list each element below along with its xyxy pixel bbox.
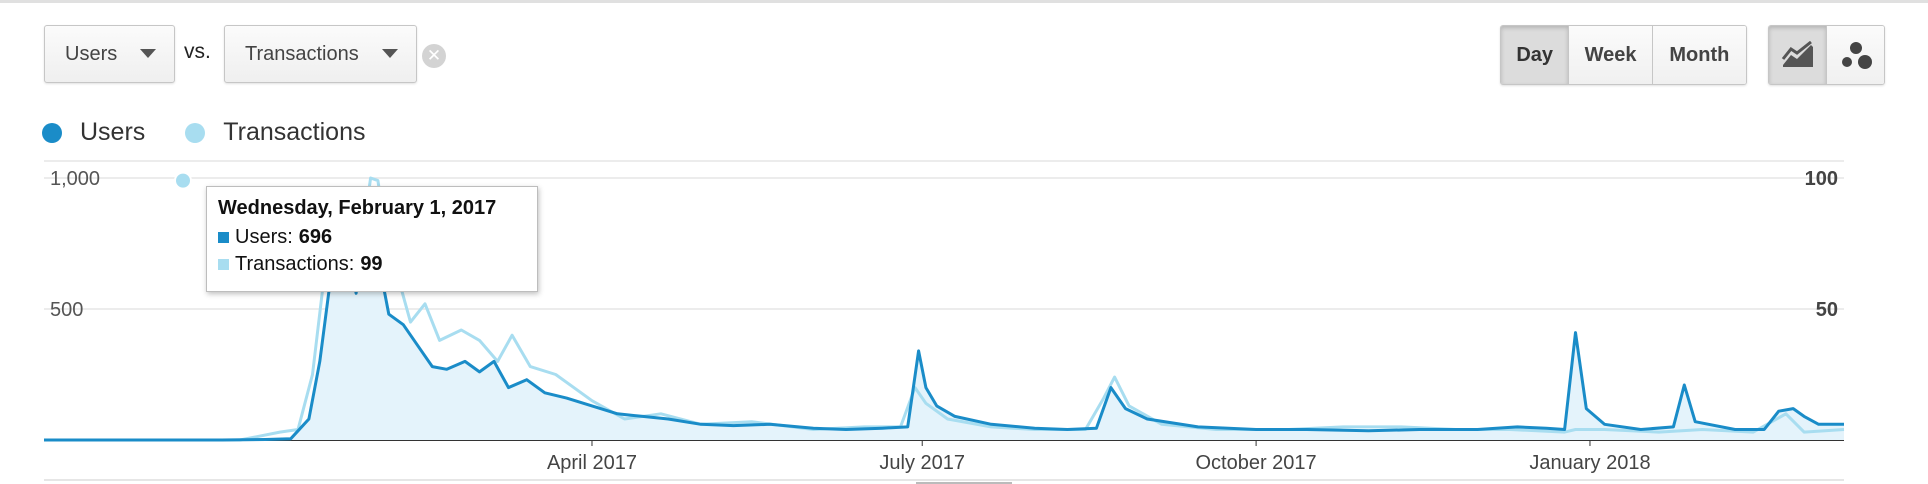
highlight-point-transactions <box>174 171 192 190</box>
close-circle-icon[interactable]: ✕ <box>422 44 446 68</box>
y-right-tick-label: 50 <box>1816 299 1838 321</box>
metric1-label: Users <box>65 42 118 65</box>
motion-chart-icon <box>1841 42 1872 69</box>
legend-label-users: Users <box>80 118 146 146</box>
users-area <box>44 238 1844 440</box>
motion-chart-button[interactable] <box>1826 26 1884 84</box>
week-button[interactable]: Week <box>1568 26 1652 84</box>
tooltip-transactions-value: 99 <box>360 253 383 275</box>
legend-item-users[interactable]: Users <box>42 118 145 147</box>
top-divider <box>0 0 1928 3</box>
x-tick-label: January 2018 <box>1529 452 1650 474</box>
tooltip-transactions-label: Transactions: <box>235 253 355 275</box>
dropdown-arrow-icon <box>382 49 398 58</box>
tooltip-users-value: 696 <box>298 226 333 248</box>
y-left-tick-label: 1,000 <box>50 168 100 190</box>
tooltip-date: Wednesday, February 1, 2017 <box>218 197 497 219</box>
tooltip-users-swatch <box>218 232 229 243</box>
legend-item-transactions[interactable]: Transactions <box>185 118 365 147</box>
legend-dot-transactions <box>185 122 206 143</box>
legend-label-transactions: Transactions <box>223 118 366 146</box>
chart-legend: Users Transactions <box>42 118 405 147</box>
tooltip-transactions-swatch <box>218 259 229 270</box>
line-chart-icon <box>1781 41 1813 67</box>
tooltip-transactions-row: Transactions: 99 <box>218 253 526 276</box>
y-left-tick-label: 500 <box>50 299 83 321</box>
y-right-tick-label: 100 <box>1805 168 1838 190</box>
x-tick-label: July 2017 <box>879 452 965 474</box>
x-tick-label: April 2017 <box>547 452 637 474</box>
vs-label: vs. <box>184 40 211 63</box>
line-chart-button[interactable] <box>1769 26 1826 84</box>
period-buttons: Day Week Month <box>1500 25 1747 85</box>
tooltip-users-label: Users: <box>235 226 293 248</box>
month-button[interactable]: Month <box>1651 26 1746 84</box>
dropdown-arrow-icon <box>140 49 156 58</box>
day-button[interactable]: Day <box>1501 26 1569 84</box>
legend-dot-users <box>42 122 62 143</box>
x-tick-label: October 2017 <box>1195 452 1316 474</box>
chart-tooltip: Wednesday, February 1, 2017 Users: 696 T… <box>206 186 538 292</box>
metric1-dropdown[interactable]: Users <box>44 25 175 83</box>
metric2-label: Transactions <box>245 42 359 65</box>
tooltip-users-row: Users: 696 <box>218 226 526 249</box>
metric2-dropdown[interactable]: Transactions <box>224 25 417 83</box>
chart-type-buttons <box>1768 25 1885 85</box>
